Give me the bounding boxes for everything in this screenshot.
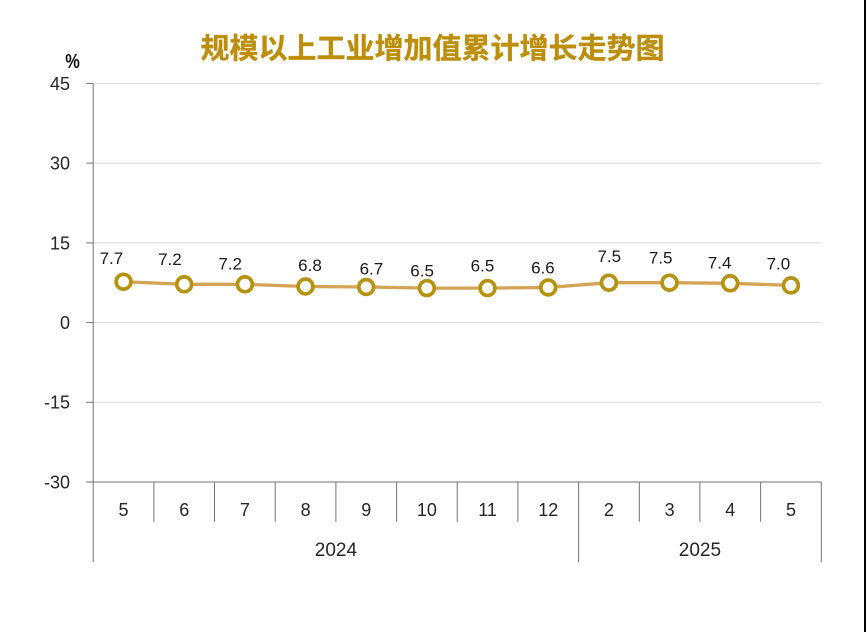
- svg-text:7.5: 7.5: [649, 248, 673, 267]
- svg-text:5: 5: [118, 500, 128, 520]
- svg-text:3: 3: [665, 500, 675, 520]
- svg-text:6.6: 6.6: [531, 259, 555, 278]
- svg-text:4: 4: [725, 500, 735, 520]
- svg-text:2024: 2024: [315, 540, 358, 561]
- svg-text:2: 2: [604, 500, 614, 520]
- svg-text:7: 7: [240, 500, 250, 520]
- svg-text:6.5: 6.5: [410, 262, 434, 281]
- svg-text:15: 15: [50, 233, 70, 253]
- svg-text:2025: 2025: [679, 540, 721, 561]
- svg-text:7.2: 7.2: [158, 250, 182, 269]
- svg-text:7.4: 7.4: [708, 254, 732, 273]
- svg-text:7.5: 7.5: [597, 247, 621, 266]
- svg-text:8: 8: [301, 500, 311, 520]
- svg-text:-15: -15: [44, 393, 70, 413]
- svg-text:30: 30: [50, 154, 70, 174]
- svg-text:6: 6: [179, 500, 189, 520]
- svg-text:%: %: [65, 49, 80, 72]
- svg-text:9: 9: [361, 500, 371, 520]
- svg-text:-30: -30: [44, 472, 70, 492]
- svg-text:5: 5: [786, 500, 796, 520]
- svg-text:45: 45: [50, 74, 70, 94]
- svg-text:7.0: 7.0: [767, 254, 791, 273]
- svg-text:6.8: 6.8: [298, 256, 322, 275]
- svg-text:7.7: 7.7: [100, 249, 124, 268]
- svg-text:0: 0: [60, 313, 70, 333]
- svg-text:10: 10: [417, 500, 437, 520]
- svg-text:11: 11: [478, 500, 497, 520]
- svg-text:12: 12: [538, 500, 558, 520]
- svg-text:6.7: 6.7: [360, 260, 384, 279]
- svg-text:6.5: 6.5: [471, 256, 495, 275]
- svg-text:7.2: 7.2: [218, 254, 242, 273]
